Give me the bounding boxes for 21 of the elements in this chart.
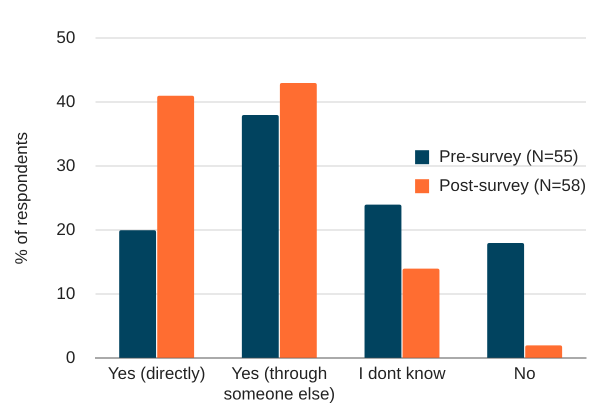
y-tick-label: 40 — [56, 92, 76, 111]
y-tick-label: 0 — [66, 348, 76, 367]
y-tick-label: 30 — [56, 156, 76, 175]
bar — [402, 268, 440, 358]
bar — [242, 115, 279, 358]
bar — [280, 83, 317, 358]
y-axis-title: % of respondents — [12, 132, 31, 264]
bar — [364, 204, 402, 358]
bar — [157, 96, 194, 358]
x-tick-label: Yes (directly) — [108, 364, 206, 384]
y-tick-label: 20 — [56, 220, 76, 239]
bar — [487, 243, 524, 358]
bar — [119, 230, 156, 358]
bar — [525, 345, 562, 358]
x-tick-label: Yes (through someone else) — [224, 364, 336, 404]
x-tick-label: I dont know — [358, 364, 446, 384]
legend-label: Post-survey (N=58) — [439, 176, 586, 195]
y-tick-label: 50 — [56, 28, 76, 47]
x-tick-label: No — [514, 364, 536, 384]
y-tick-label: 10 — [56, 284, 76, 303]
legend-label: Pre-survey (N=55) — [439, 146, 578, 166]
